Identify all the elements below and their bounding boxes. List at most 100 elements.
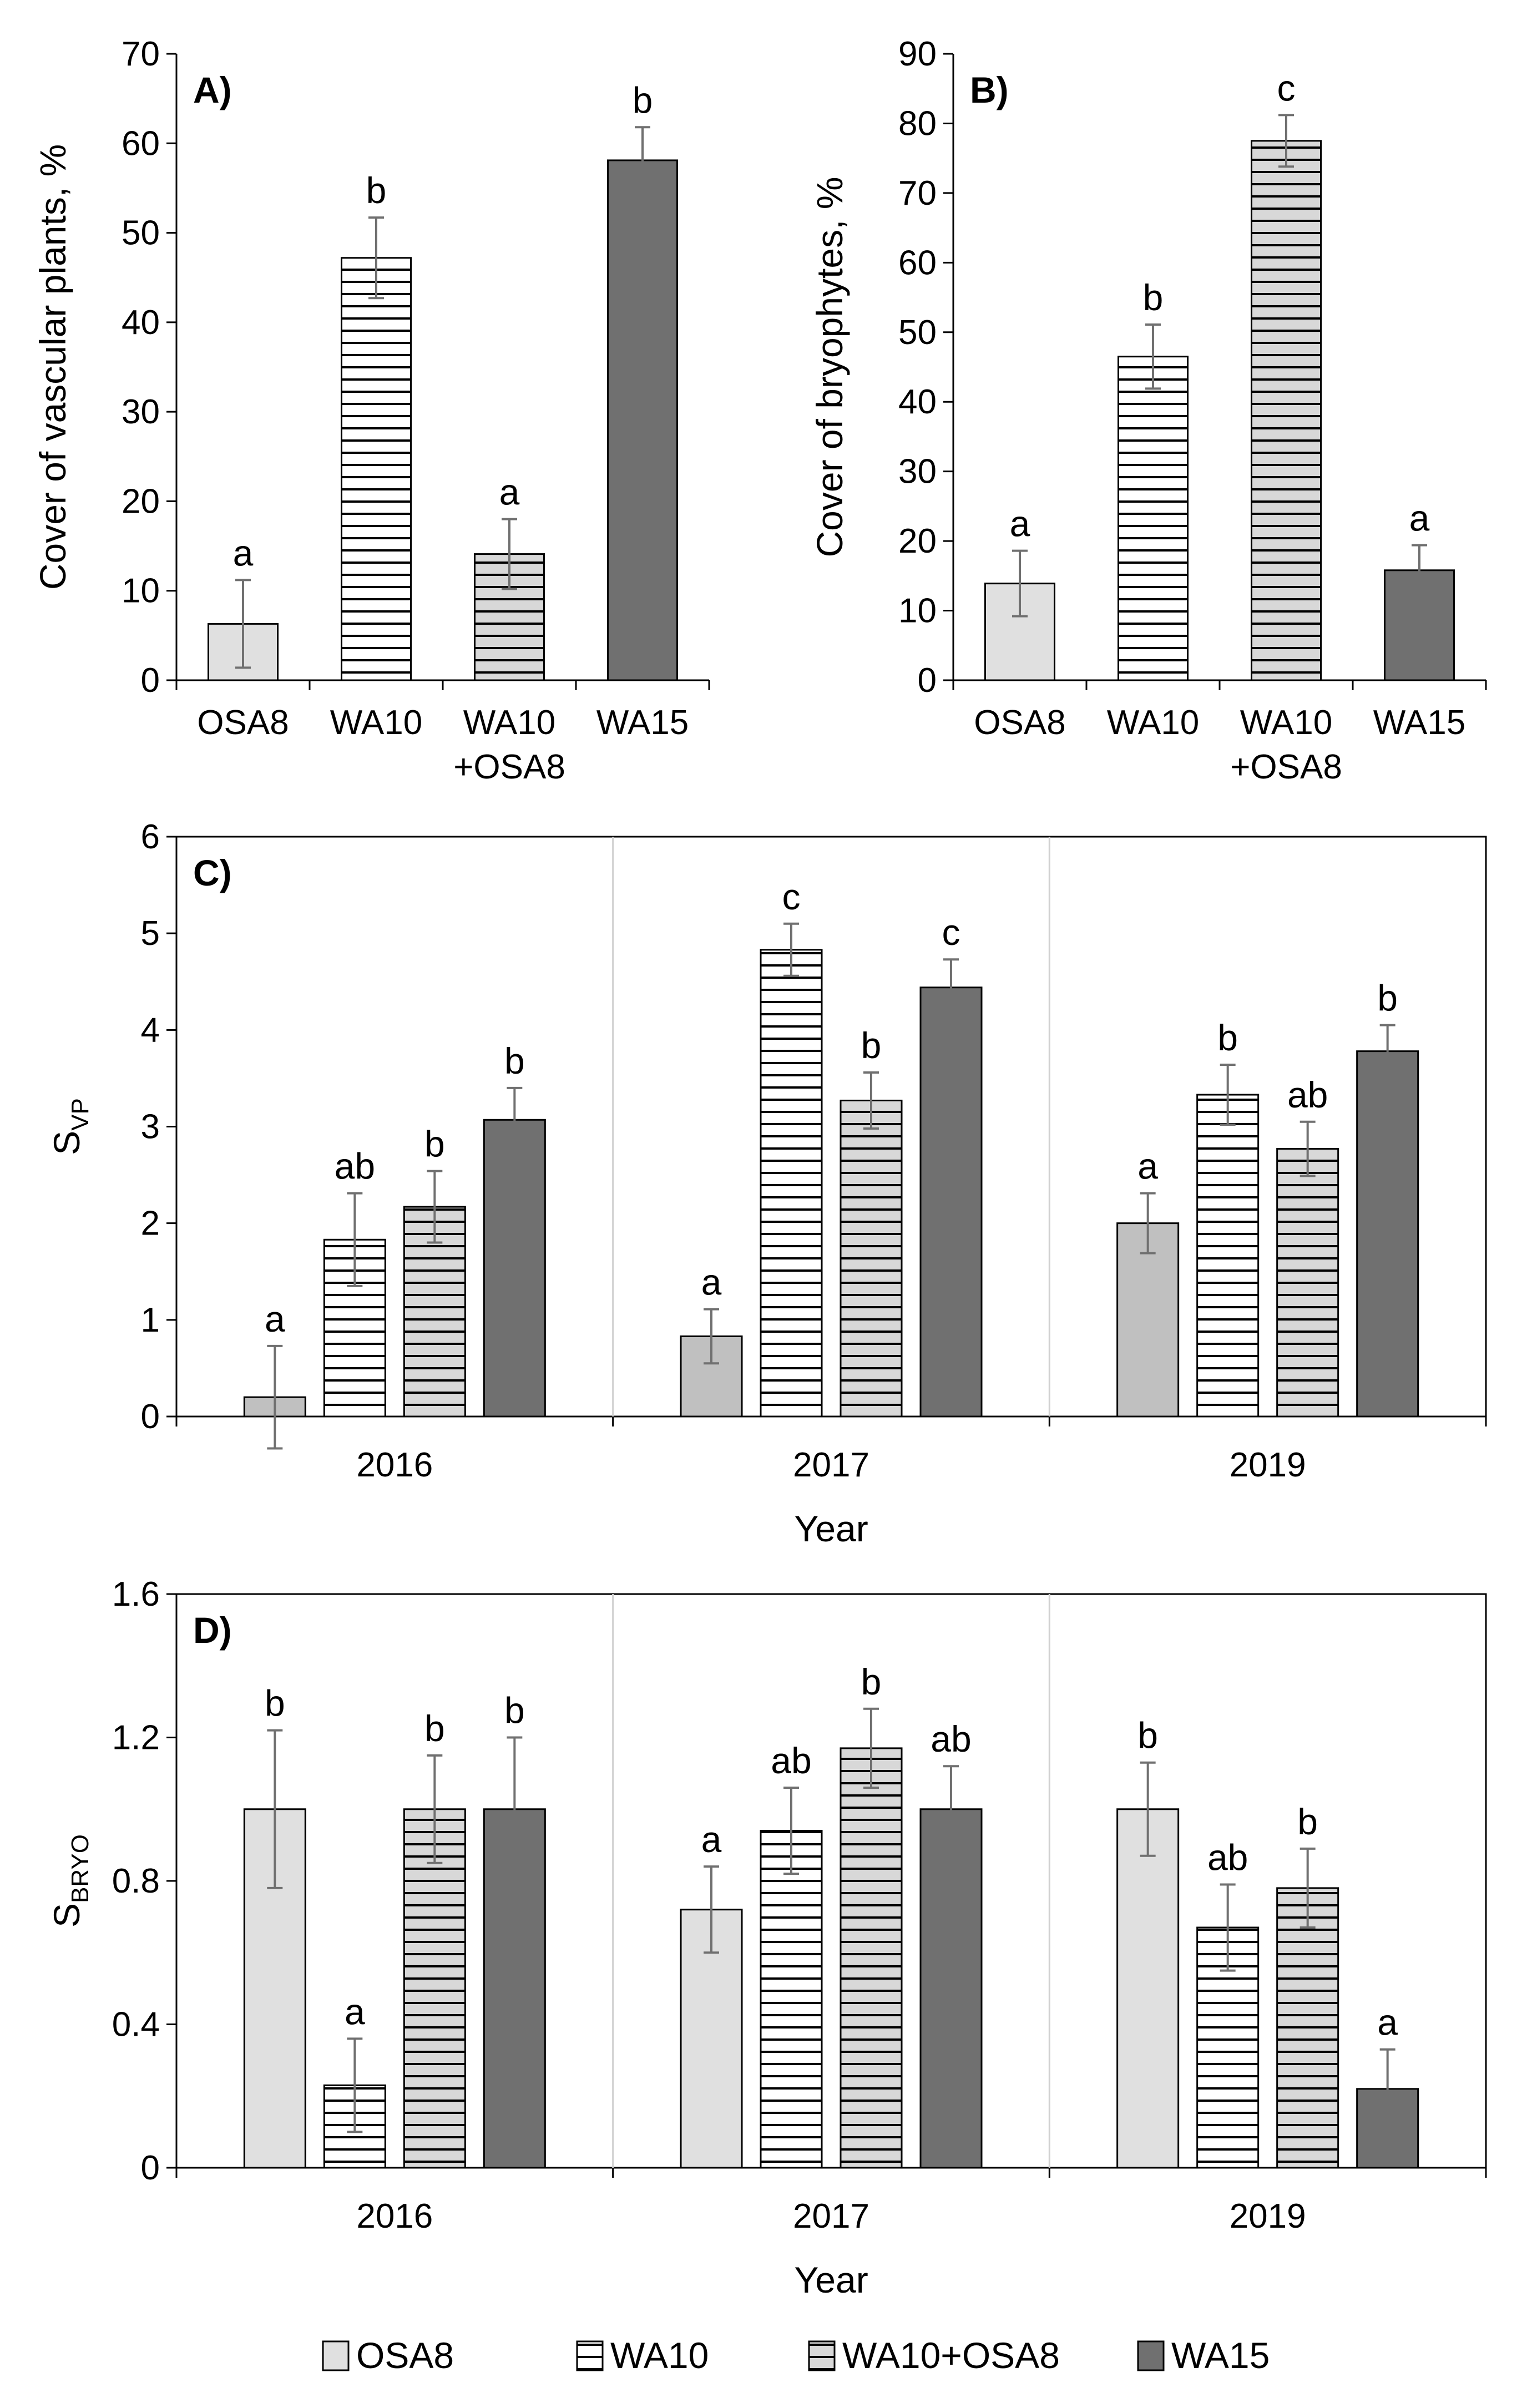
y-tick-label: 20 bbox=[122, 482, 160, 520]
bar-wa10 bbox=[341, 257, 412, 681]
significance-letter: a bbox=[1377, 2002, 1398, 2043]
bar-wa15 bbox=[607, 159, 678, 681]
significance-letter: ab bbox=[1207, 1837, 1248, 1878]
panel-label: B) bbox=[970, 69, 1009, 110]
y-axis-title: SVP bbox=[46, 1098, 94, 1155]
y-tick-label: 0.4 bbox=[112, 2006, 160, 2044]
panel-label: A) bbox=[193, 69, 232, 110]
legend-swatch-osa8 bbox=[322, 2340, 350, 2371]
significance-letter: a bbox=[1409, 498, 1430, 539]
significance-letter: c bbox=[1277, 67, 1296, 108]
significance-letter: b bbox=[633, 79, 653, 120]
y-tick-label: 0 bbox=[918, 661, 937, 700]
x-tick-label: WA10 bbox=[330, 704, 423, 742]
significance-letter: b bbox=[1297, 1801, 1318, 1842]
x-tick-label: WA10 bbox=[463, 704, 556, 742]
legend: OSA8 WA10 WA10+OSA8 WA15 bbox=[322, 2335, 1270, 2376]
bar-wa10 bbox=[760, 949, 823, 1418]
bar-wa10-osa8 bbox=[840, 1747, 903, 2169]
y-tick-label: 50 bbox=[898, 313, 937, 352]
significance-letter: ab bbox=[1287, 1074, 1328, 1115]
bar-wa15 bbox=[1356, 1050, 1419, 1418]
y-tick-label: 40 bbox=[898, 383, 937, 421]
panel-b: 0 10 20 30 40 50 60 70 80 90 B) Cover of bryophytes… bbox=[809, 35, 1487, 786]
significance-letter: ab bbox=[335, 1146, 375, 1187]
x-tick-label: WA10 bbox=[1240, 704, 1333, 742]
significance-letter: b bbox=[1143, 277, 1164, 318]
y-tick-label: 50 bbox=[122, 214, 160, 252]
y-tick-label: 60 bbox=[898, 244, 937, 282]
panel-label: D) bbox=[193, 1610, 232, 1651]
x-tick-label: 2016 bbox=[356, 1446, 433, 1484]
x-axis-title: Year bbox=[794, 2259, 868, 2300]
y-tick-label: 90 bbox=[898, 35, 937, 73]
significance-letter: a bbox=[1137, 1146, 1158, 1187]
legend-swatch-wa10-osa8 bbox=[808, 2340, 836, 2371]
bar-wa15 bbox=[919, 1808, 983, 2169]
significance-letter: a bbox=[499, 472, 520, 513]
x-tick-label: 2016 bbox=[356, 2197, 433, 2235]
y-tick-label: 30 bbox=[898, 453, 937, 491]
significance-letter: b bbox=[1377, 978, 1398, 1019]
bar-wa10-osa8 bbox=[840, 1099, 903, 1418]
panel-c: 0123456C)SVPYear2016aabbb2017acbc2019aba… bbox=[46, 818, 1487, 1549]
y-axis-title: SBRYO bbox=[46, 1834, 94, 1928]
x-tick-label: OSA8 bbox=[974, 704, 1065, 742]
legend-label: WA10+OSA8 bbox=[842, 2335, 1060, 2376]
y-tick-label: 4 bbox=[141, 1011, 160, 1049]
y-tick-label: 70 bbox=[898, 174, 937, 213]
panel-label: C) bbox=[193, 852, 232, 893]
legend-swatch-wa15 bbox=[1137, 2340, 1165, 2371]
legend-label: WA10 bbox=[610, 2335, 709, 2376]
y-tick-label: 6 bbox=[141, 818, 160, 856]
y-tick-label: 0 bbox=[141, 661, 160, 700]
significance-letter: c bbox=[942, 912, 960, 953]
legend-label: WA15 bbox=[1171, 2335, 1270, 2376]
bar-wa10 bbox=[1118, 356, 1189, 681]
significance-letter: b bbox=[1137, 1715, 1158, 1756]
significance-letter: ab bbox=[771, 1740, 811, 1781]
y-axis-title-subscript: VP bbox=[67, 1098, 94, 1131]
significance-letter: b bbox=[265, 1683, 285, 1724]
y-tick-label: 0.8 bbox=[112, 1862, 160, 1900]
y-tick-label: 2 bbox=[141, 1205, 160, 1243]
bar-osa8 bbox=[1116, 1222, 1180, 1418]
significance-letter: a bbox=[701, 1819, 722, 1860]
x-tick-label: +OSA8 bbox=[453, 748, 565, 786]
significance-letter: a bbox=[265, 1298, 285, 1339]
y-tick-label: 0 bbox=[141, 2149, 160, 2187]
x-tick-label: WA15 bbox=[596, 704, 689, 742]
y-tick-label: 10 bbox=[898, 592, 937, 630]
significance-letter: a bbox=[345, 1991, 365, 2032]
bar-wa10-osa8 bbox=[1251, 140, 1322, 681]
significance-letter: b bbox=[861, 1661, 882, 1702]
x-tick-label: OSA8 bbox=[197, 704, 289, 742]
y-tick-label: 40 bbox=[122, 303, 160, 342]
y-tick-label: 30 bbox=[122, 393, 160, 431]
x-tick-label: WA10 bbox=[1107, 704, 1200, 742]
significance-letter: b bbox=[424, 1708, 445, 1749]
y-tick-label: 0 bbox=[141, 1398, 160, 1436]
y-axis-title-main: S bbox=[46, 1903, 87, 1928]
x-tick-label: 2019 bbox=[1230, 2197, 1306, 2235]
y-axis-title: Cover of vascular plants, % bbox=[32, 144, 73, 590]
significance-letter: b bbox=[861, 1025, 882, 1066]
legend-swatch-wa10 bbox=[576, 2340, 604, 2371]
bar-wa10-osa8 bbox=[1276, 1148, 1339, 1418]
legend-label: OSA8 bbox=[356, 2335, 454, 2376]
x-tick-label: WA15 bbox=[1373, 704, 1466, 742]
significance-letter: ab bbox=[931, 1718, 971, 1759]
y-tick-label: 10 bbox=[122, 572, 160, 610]
y-tick-label: 70 bbox=[122, 35, 160, 73]
significance-letter: c bbox=[782, 876, 801, 917]
y-axis-title-subscript: BRYO bbox=[67, 1834, 94, 1903]
x-axis-title: Year bbox=[794, 1508, 868, 1549]
x-tick-label: 2017 bbox=[793, 2197, 869, 2235]
y-tick-label: 5 bbox=[141, 914, 160, 953]
panel-a: 0 10 20 30 40 50 60 70 A) Cover of vascular plant… bbox=[32, 35, 710, 786]
bar-wa10 bbox=[760, 1830, 823, 2169]
significance-letter: b bbox=[366, 170, 387, 211]
